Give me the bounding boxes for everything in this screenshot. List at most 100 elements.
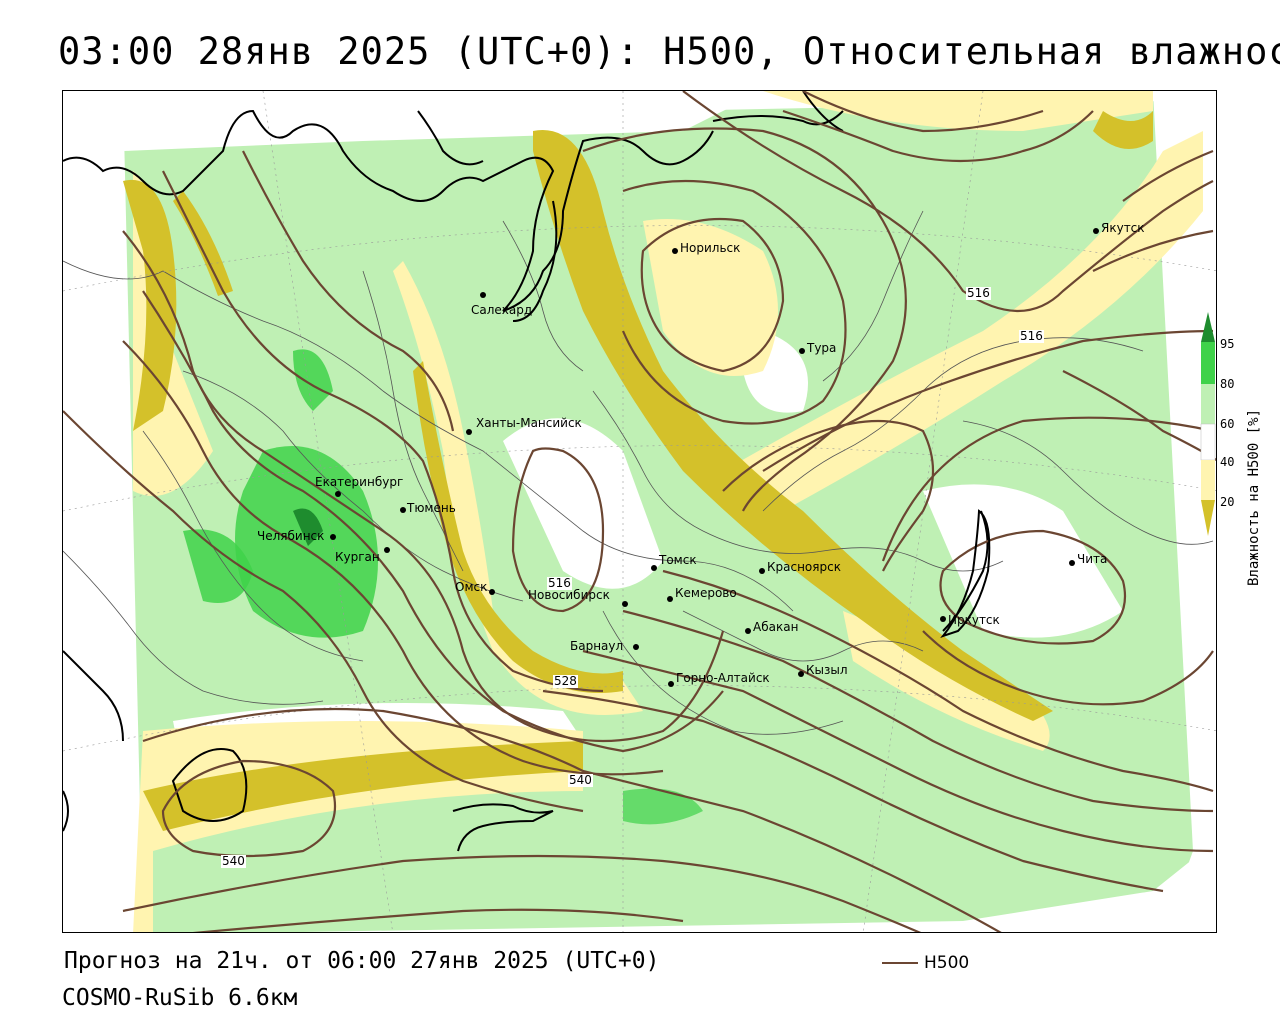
humidity-legend: 95 80 60 40 20 [1196, 300, 1280, 600]
city-marker [651, 565, 657, 571]
humidity-area-0 [143, 741, 583, 831]
isoline [542, 689, 1164, 893]
city-label: Ханты-Мансийск [476, 416, 582, 430]
city-marker [759, 568, 765, 574]
city-label: Кемерово [675, 586, 737, 600]
model-name: COSMO-RuSib 6.6км [62, 985, 298, 1011]
graticule [63, 91, 1216, 932]
isoline [802, 91, 1044, 133]
humidity-area-80 [183, 529, 253, 603]
humidity-area-0 [123, 179, 177, 431]
legend-colorbar [1200, 312, 1216, 536]
legend-tick-40: 40 [1220, 455, 1235, 469]
isoline [782, 109, 1094, 163]
city-label: Якутск [1101, 221, 1145, 235]
legend-swatch-80 [1201, 384, 1215, 424]
humidity-area-80 [623, 788, 703, 825]
isoline [142, 290, 724, 753]
city-label: Чита [1077, 552, 1108, 566]
isoline [122, 340, 664, 776]
isoline [161, 759, 337, 858]
city-label: Салехард [471, 303, 533, 317]
city-marker [633, 644, 639, 650]
city-label: Тюмень [407, 501, 456, 515]
map-area: Якутск Норильск Салехард Тура Ханты-Манс… [62, 90, 1217, 933]
no-data-area [1153, 91, 1216, 932]
city-marker [480, 292, 486, 298]
isoline [939, 529, 1127, 645]
isoline [511, 447, 605, 613]
isoline [192, 908, 684, 932]
legend-tick-95: 95 [1220, 337, 1235, 351]
isoline [621, 179, 847, 425]
city-label: Горно-Алтайск [676, 671, 770, 685]
no-data-area [63, 91, 143, 932]
isoline-label: 540 [568, 773, 593, 787]
isoline [122, 854, 922, 932]
isoline [762, 329, 1214, 472]
legend-swatch-40 [1201, 460, 1215, 500]
isoline [682, 91, 1214, 312]
isoline [63, 410, 584, 813]
city-marker [384, 547, 390, 553]
city-marker [798, 671, 804, 677]
city-label: Челябинск [257, 529, 325, 543]
isoline-label: 540 [221, 854, 246, 868]
isoline [640, 217, 785, 373]
city-marker [400, 507, 406, 513]
isoline [622, 609, 1214, 813]
city-marker [668, 681, 674, 687]
series-key: H500 [882, 953, 969, 973]
series-key-line [882, 962, 918, 964]
isoline [722, 419, 935, 572]
city-label: Курган [335, 550, 380, 564]
legend-title: Влажность на H500 [%] [1246, 408, 1262, 586]
isoline [142, 707, 1002, 932]
isoline [881, 416, 1214, 562]
isoline [1092, 229, 1214, 272]
legend-swatch-bottom-triangle [1201, 500, 1215, 536]
city-marker [489, 589, 495, 595]
legend-swatch-95 [1201, 342, 1215, 384]
city-marker [940, 616, 946, 622]
lake-outline [940, 509, 991, 639]
legend-swatch-60 [1200, 423, 1216, 461]
isoline [662, 569, 1214, 793]
city-label: Иркутск [948, 613, 1000, 627]
city-marker [672, 248, 678, 254]
city-marker [745, 628, 751, 634]
humidity-area-20 [723, 131, 1203, 511]
isoline [922, 630, 1214, 706]
city-label: Новосибирск [528, 588, 610, 602]
humidity-area-0 [533, 130, 1053, 721]
humidity-area-20 [393, 261, 643, 715]
humidity-area-20 [763, 91, 1153, 131]
city-label: Томск [659, 553, 697, 567]
isoline [582, 127, 907, 512]
city-marker [622, 601, 628, 607]
h500-isolines [63, 91, 1216, 932]
map-canvas [63, 91, 1216, 932]
city-label: Барнаул [570, 639, 624, 653]
city-label: Екатеринбург [315, 475, 404, 489]
isoline-label: 516 [1019, 329, 1044, 343]
isoline [582, 649, 1214, 853]
humidity-area-0 [1093, 111, 1153, 149]
humidity-area-80 [293, 349, 333, 411]
series-key-label: H500 [924, 953, 970, 973]
humidity-area-95 [293, 508, 323, 546]
legend-swatch-top-triangle [1201, 312, 1215, 342]
city-marker [667, 596, 673, 602]
city-marker [466, 429, 472, 435]
city-marker [1093, 228, 1099, 234]
city-marker [799, 348, 805, 354]
city-marker [1069, 560, 1075, 566]
city-label: Кызыл [806, 663, 848, 677]
legend-tick-80: 80 [1220, 377, 1235, 391]
legend-tick-60: 60 [1220, 417, 1235, 431]
city-label: Норильск [680, 241, 741, 255]
city-label: Тура [807, 341, 837, 355]
humidity-area-0 [413, 361, 623, 693]
forecast-info: Прогноз на 21ч. от 06:00 27янв 2025 (UTC… [64, 948, 660, 974]
city-marker [330, 534, 336, 540]
